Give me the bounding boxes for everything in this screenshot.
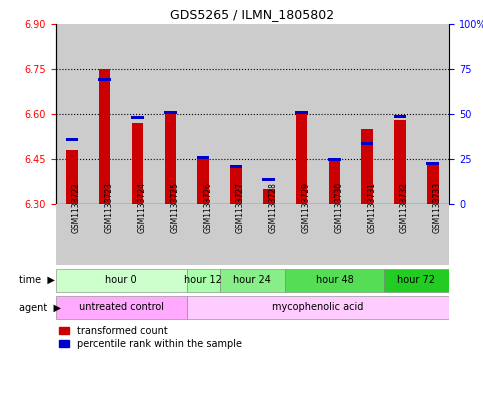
Bar — [394, 115, 406, 118]
FancyBboxPatch shape — [384, 268, 449, 292]
Legend: transformed count, percentile rank within the sample: transformed count, percentile rank withi… — [56, 322, 246, 353]
Bar — [296, 114, 307, 204]
Bar — [220, 204, 252, 265]
Text: GSM1133733: GSM1133733 — [433, 182, 442, 233]
Text: hour 48: hour 48 — [315, 274, 353, 285]
Bar — [295, 111, 308, 114]
Text: GSM1133726: GSM1133726 — [203, 182, 212, 233]
FancyBboxPatch shape — [285, 268, 384, 292]
Bar — [165, 114, 176, 204]
Text: hour 12: hour 12 — [184, 274, 222, 285]
Text: GSM1133727: GSM1133727 — [236, 182, 245, 233]
FancyBboxPatch shape — [187, 296, 449, 319]
Bar — [154, 204, 187, 265]
Text: hour 24: hour 24 — [233, 274, 271, 285]
Bar — [361, 129, 373, 204]
Text: GSM1133725: GSM1133725 — [170, 182, 179, 233]
FancyBboxPatch shape — [220, 268, 285, 292]
Bar — [384, 24, 416, 204]
Bar — [154, 24, 187, 204]
Bar — [285, 24, 318, 204]
Bar — [56, 24, 88, 204]
Text: GSM1133723: GSM1133723 — [105, 182, 114, 233]
Bar — [394, 120, 406, 204]
FancyBboxPatch shape — [56, 268, 187, 292]
Text: time  ▶: time ▶ — [19, 275, 55, 285]
Bar — [66, 138, 78, 141]
Bar — [351, 24, 384, 204]
Title: GDS5265 / ILMN_1805802: GDS5265 / ILMN_1805802 — [170, 8, 334, 21]
Bar — [99, 69, 111, 204]
Bar — [263, 189, 274, 204]
Bar — [252, 24, 285, 204]
Text: hour 72: hour 72 — [398, 274, 435, 285]
Text: untreated control: untreated control — [79, 302, 164, 312]
Bar — [285, 204, 318, 265]
Bar — [66, 150, 78, 204]
Bar — [229, 165, 242, 168]
Bar — [197, 156, 210, 159]
Bar — [131, 116, 144, 119]
Text: mycophenolic acid: mycophenolic acid — [272, 302, 364, 312]
Bar — [384, 204, 416, 265]
Bar — [187, 24, 220, 204]
Text: GSM1133730: GSM1133730 — [334, 182, 343, 233]
Bar — [328, 159, 340, 204]
FancyBboxPatch shape — [187, 268, 220, 292]
Bar — [318, 24, 351, 204]
Bar — [328, 158, 341, 161]
Bar — [121, 24, 154, 204]
Text: GSM1133728: GSM1133728 — [269, 182, 278, 233]
Bar — [187, 204, 220, 265]
Bar — [121, 204, 154, 265]
Bar — [361, 142, 373, 145]
FancyBboxPatch shape — [56, 296, 187, 319]
Bar — [318, 204, 351, 265]
Bar — [56, 204, 88, 265]
Bar — [427, 162, 439, 204]
Bar — [262, 178, 275, 181]
Bar — [351, 204, 384, 265]
Bar — [198, 159, 209, 204]
Bar — [426, 162, 439, 165]
Text: GSM1133724: GSM1133724 — [138, 182, 146, 233]
Bar — [132, 123, 143, 204]
Bar — [164, 111, 177, 114]
Bar — [252, 204, 285, 265]
Bar — [99, 79, 111, 81]
Text: hour 0: hour 0 — [105, 274, 137, 285]
Bar — [230, 168, 242, 204]
Bar — [416, 24, 449, 204]
Text: GSM1133729: GSM1133729 — [301, 182, 311, 233]
Text: GSM1133722: GSM1133722 — [72, 182, 81, 233]
Bar — [220, 24, 252, 204]
Text: agent  ▶: agent ▶ — [19, 303, 61, 312]
Bar — [416, 204, 449, 265]
Bar — [88, 24, 121, 204]
Bar — [88, 204, 121, 265]
Text: GSM1133732: GSM1133732 — [400, 182, 409, 233]
Text: GSM1133731: GSM1133731 — [367, 182, 376, 233]
